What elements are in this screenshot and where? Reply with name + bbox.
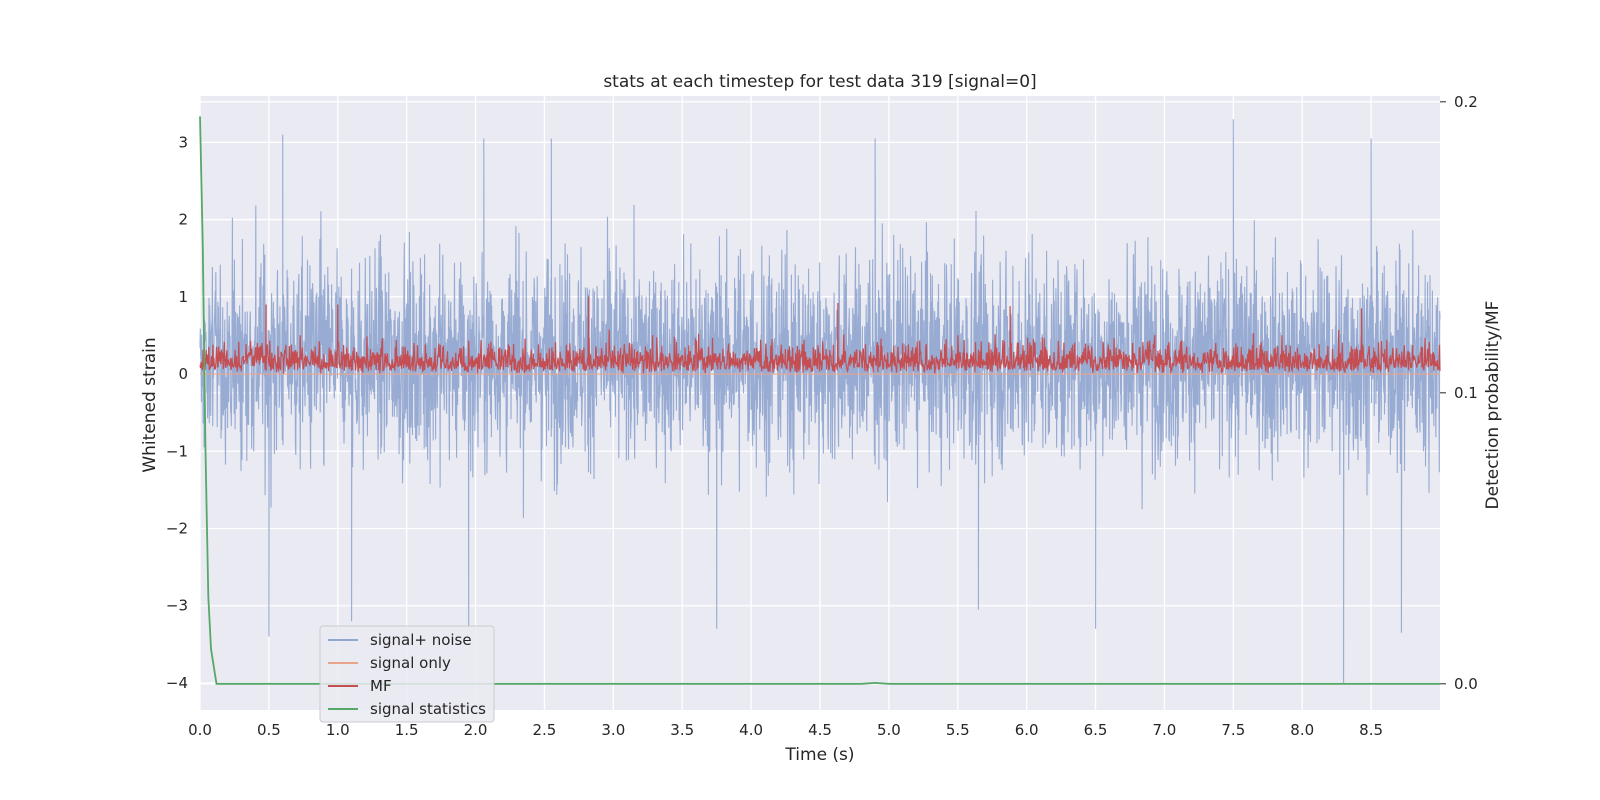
y-right-tick-label: 0.2	[1454, 93, 1478, 111]
x-tick-label: 6.5	[1084, 721, 1108, 739]
mf-line	[199, 296, 1441, 374]
y-right-axis-ticks: 0.2 0.1 0.0	[1440, 93, 1478, 693]
x-axis-ticks: 0.0 0.5 1.0 1.5 2.0 2.5 3.0 3.5 4.0 4.5 5.0 5.5 6.0 6…	[188, 721, 1383, 739]
mf-series	[199, 296, 1441, 374]
y-tick-label: −1	[166, 442, 188, 460]
chart-title: stats at each timestep for test data 319…	[603, 72, 1036, 92]
y-axis-label: Whitened strain	[140, 337, 160, 472]
legend-label-signal-only: signal only	[370, 654, 451, 672]
y-right-tick-label: 0.1	[1454, 384, 1478, 402]
x-tick-label: 8.5	[1359, 721, 1383, 739]
y-tick-label: −3	[166, 597, 188, 615]
legend-label-signal-statistics: signal statistics	[370, 700, 486, 718]
legend-box	[319, 625, 495, 723]
x-tick-label: 8.0	[1290, 721, 1314, 739]
y-tick-label: 2	[178, 211, 188, 229]
y-tick-label: −4	[166, 674, 188, 692]
y-tick-label: 1	[178, 288, 188, 306]
legend-label-signal-noise: signal+ noise	[370, 631, 472, 649]
y-axis-ticks: 3 2 1 0 −1 −2 −3 −4	[166, 133, 188, 692]
x-tick-label: 7.0	[1153, 721, 1177, 739]
x-tick-label: 4.5	[808, 721, 832, 739]
x-tick-label: 5.5	[946, 721, 970, 739]
x-tick-label: 0.0	[188, 721, 212, 739]
x-tick-label: 2.5	[533, 721, 557, 739]
y-right-tick-label: 0.0	[1454, 675, 1478, 693]
signal-statistics-series	[199, 116, 1440, 685]
legend: signal+ noise signal only MF signal stat…	[319, 625, 495, 723]
x-tick-label: 6.0	[1015, 721, 1039, 739]
x-axis-label: Time (s)	[784, 745, 854, 765]
x-tick-label: 5.0	[877, 721, 901, 739]
x-tick-label: 4.0	[739, 721, 763, 739]
x-tick-label: 2.0	[464, 721, 488, 739]
x-tick-label: 0.5	[257, 721, 281, 739]
y-tick-label: 3	[178, 133, 188, 151]
y-right-axis-label: Detection probability/MF	[1483, 301, 1503, 510]
x-tick-label: 1.0	[326, 721, 350, 739]
x-tick-label: 1.5	[395, 721, 419, 739]
x-tick-label: 3.5	[670, 721, 694, 739]
y-tick-label: −2	[166, 520, 188, 538]
x-tick-label: 3.0	[601, 721, 625, 739]
signal-noise-series	[199, 119, 1441, 684]
x-tick-label: 7.5	[1221, 721, 1245, 739]
y-tick-label: 0	[178, 365, 188, 383]
signal-noise-line	[199, 119, 1441, 684]
signal-statistics-line	[199, 116, 1440, 685]
legend-label-mf: MF	[370, 677, 392, 695]
